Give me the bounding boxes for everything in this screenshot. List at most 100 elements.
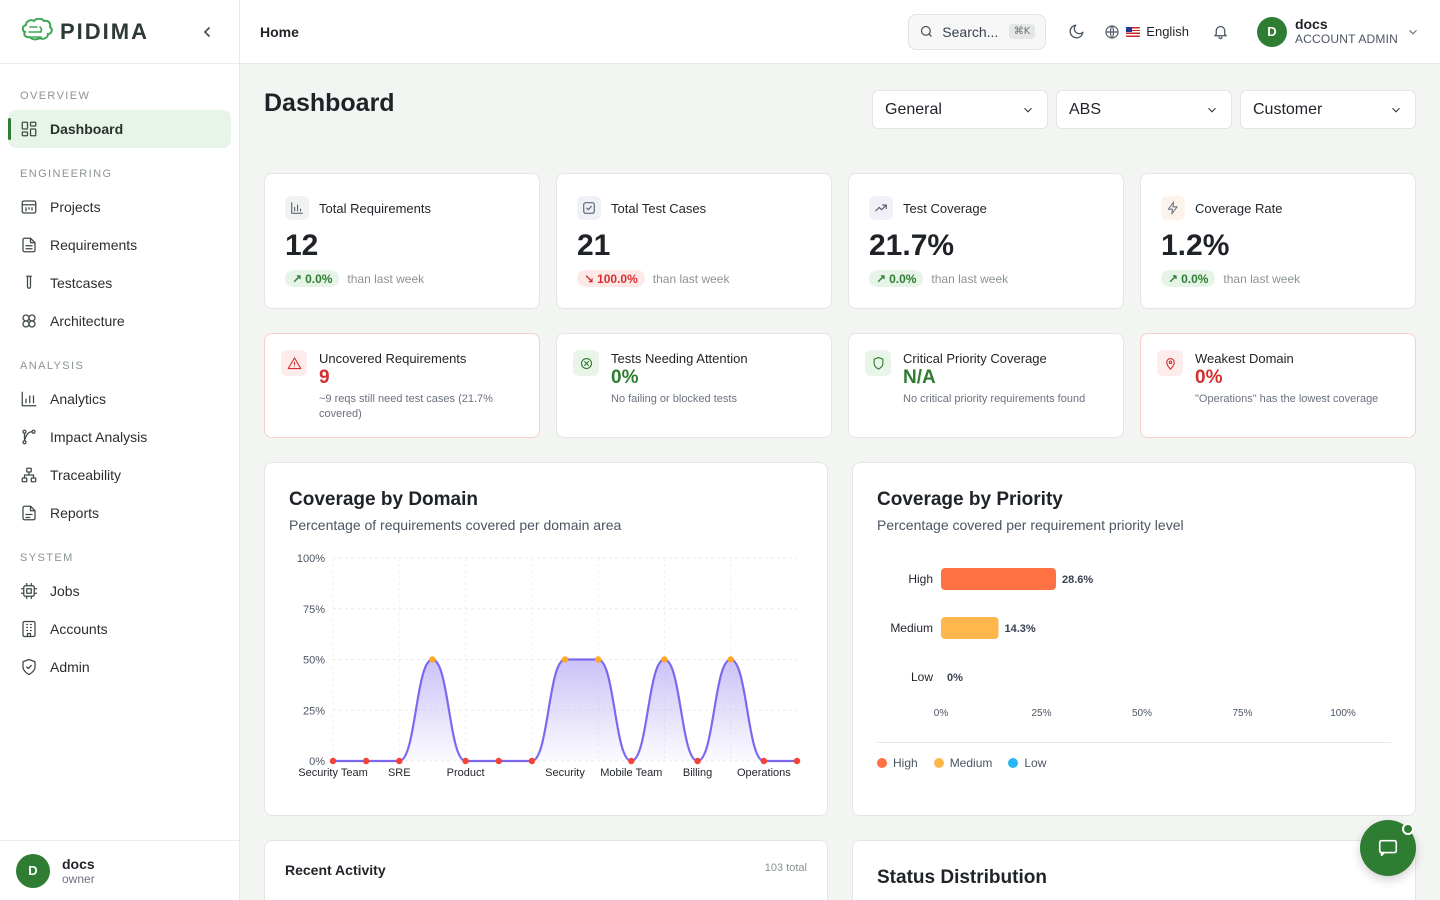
panel-title: Status Distribution — [877, 867, 1047, 888]
stat-card-test-coverage[interactable]: Test Coverage 21.7% ↗ 0.0% than last week — [848, 173, 1124, 309]
trend-value: 0.0% — [889, 271, 917, 286]
sidebar-item-accounts[interactable]: Accounts — [8, 610, 231, 648]
x-tick-label: Product — [447, 767, 485, 779]
alert-title: Critical Priority Coverage — [903, 351, 1047, 366]
coverage-by-priority-chart: High 28.6% Medium 14.3% Low 0% 0% 25% 50% 75% 100% — [890, 568, 1356, 719]
avatar: D — [1256, 16, 1287, 47]
bar-chart-icon — [285, 196, 309, 220]
project-select[interactable]: ABS — [1056, 90, 1232, 129]
select-value: Customer — [1253, 100, 1323, 118]
nav-section-label: SYSTEM — [20, 552, 74, 564]
sidebar-item-requirements[interactable]: Requirements — [8, 226, 231, 264]
language-selector[interactable]: English — [1104, 24, 1189, 40]
sidebar-item-dashboard[interactable]: Dashboard — [8, 110, 231, 148]
stat-title: Test Coverage — [903, 200, 987, 216]
bar — [941, 568, 1056, 590]
coverage-by-priority-panel: Coverage by Priority Percentage covered … — [852, 462, 1416, 816]
stat-title: Total Test Cases — [611, 200, 707, 216]
search-placeholder: Search... — [942, 23, 999, 40]
notifications-button[interactable] — [1205, 16, 1237, 48]
sidebar-item-label: Jobs — [50, 583, 80, 599]
admin-icon — [22, 658, 36, 676]
panel-title: Coverage by Domain — [289, 489, 478, 510]
avatar: D — [16, 853, 50, 888]
sidebar-item-jobs[interactable]: Jobs — [8, 572, 231, 610]
x-tick-label: 50% — [1132, 708, 1152, 719]
chat-button[interactable] — [1360, 820, 1416, 876]
x-tick-label: 75% — [1232, 708, 1252, 719]
stat-card-coverage-rate[interactable]: Coverage Rate 1.2% ↗ 0.0% than last week — [1140, 173, 1416, 309]
y-tick-label: 50% — [303, 655, 325, 667]
alert-title: Uncovered Requirements — [319, 351, 467, 366]
shield-icon — [865, 350, 891, 376]
data-point — [429, 656, 436, 663]
x-tick-label: Billing — [683, 767, 712, 779]
sidebar-item-label: Admin — [50, 659, 90, 675]
sidebar-user[interactable]: D docs owner — [0, 840, 239, 900]
trend-down-icon: ↘ — [584, 271, 595, 286]
stat-value: 21.7% — [869, 229, 955, 262]
brand: PIDIMA — [0, 0, 239, 64]
alert-subtitle: No failing or blocked tests — [611, 393, 737, 405]
select-value: General — [885, 100, 942, 118]
y-tick-label: 75% — [303, 604, 325, 616]
trend-badge: ↗ 0.0% — [869, 270, 924, 287]
data-point — [760, 757, 768, 765]
sidebar-item-projects[interactable]: Projects — [8, 188, 231, 226]
alert-card-weakest-domain[interactable]: Weakest Domain 0% "Operations" has the l… — [1140, 333, 1416, 438]
dashboard-icon — [21, 121, 37, 137]
trend-value: 100.0% — [597, 271, 638, 286]
chevron-down-icon — [1409, 29, 1417, 35]
alert-card-uncovered-requirements[interactable]: Uncovered Requirements 9 ~9 reqs still n… — [264, 333, 540, 438]
legend-swatch — [933, 758, 944, 768]
x-circle-icon — [573, 350, 599, 376]
value-label: 28.6% — [1062, 574, 1093, 586]
sidebar-item-testcases[interactable]: Testcases — [8, 264, 231, 302]
trend-up-icon: ↗ — [1168, 271, 1179, 286]
theme-toggle-button[interactable] — [1060, 16, 1092, 48]
stat-card-total-test-cases[interactable]: Total Test Cases 21 ↘ 100.0% than last we… — [556, 173, 832, 309]
sidebar-item-impact-analysis[interactable]: Impact Analysis — [8, 418, 231, 456]
collapse-sidebar-button[interactable] — [197, 22, 217, 42]
sidebar-item-traceability[interactable]: Traceability — [8, 456, 231, 494]
legend-item-medium[interactable]: Medium — [933, 756, 992, 770]
legend-swatch — [1008, 758, 1019, 768]
coverage-by-domain-chart: 0% 25% 50% 75% 100% Security Team SRE Product Se… — [297, 553, 801, 779]
sidebar-item-label: Accounts — [50, 621, 108, 637]
alert-card-critical-priority-coverage[interactable]: Critical Priority Coverage N/A No critic… — [848, 333, 1124, 438]
data-point — [694, 757, 701, 765]
value-label: 14.3% — [1004, 623, 1035, 635]
sidebar-item-analytics[interactable]: Analytics — [8, 380, 231, 418]
sidebar-item-admin[interactable]: Admin — [8, 648, 231, 686]
sidebar-item-architecture[interactable]: Architecture — [8, 302, 231, 340]
user-role: ACCOUNT ADMIN — [1294, 32, 1398, 46]
scope-select[interactable]: General — [872, 90, 1048, 129]
panel-subtitle: Percentage covered per requirement prior… — [877, 517, 1184, 533]
legend-item-low[interactable]: Low — [1008, 756, 1046, 770]
alert-card-tests-needing-attention[interactable]: Tests Needing Attention 0% No failing or… — [556, 333, 832, 438]
trend-label: than last week — [652, 271, 730, 286]
analytics-icon — [21, 391, 37, 407]
value-label: 0% — [947, 672, 963, 684]
audience-select[interactable]: Customer — [1240, 90, 1416, 129]
sidebar-item-reports[interactable]: Reports — [8, 494, 231, 532]
trend-badge: ↗ 0.0% — [285, 270, 340, 287]
search-input[interactable]: Search... ⌘K — [908, 13, 1047, 50]
chevron-left-icon — [203, 27, 210, 37]
chat-icon — [1378, 839, 1398, 857]
us-flag-icon — [1126, 26, 1141, 37]
sidebar-item-label: Requirements — [50, 237, 138, 253]
user-menu[interactable]: D docs ACCOUNT ADMIN — [1256, 16, 1420, 47]
testcases-icon — [26, 275, 32, 289]
breadcrumb[interactable]: Home — [260, 23, 299, 40]
sidebar-item-label: Projects — [50, 199, 101, 215]
bar — [941, 617, 999, 639]
y-tick-label: 25% — [303, 705, 325, 717]
brand-logo[interactable]: PIDIMA — [20, 17, 149, 46]
series-line — [332, 658, 797, 763]
moon-icon — [1069, 24, 1084, 39]
data-point — [594, 656, 602, 663]
stat-card-total-requirements[interactable]: Total Requirements 12 ↗ 0.0% than last we… — [264, 173, 540, 309]
nav-section-label: ANALYSIS — [20, 360, 85, 372]
legend-item-high[interactable]: High — [877, 756, 918, 770]
